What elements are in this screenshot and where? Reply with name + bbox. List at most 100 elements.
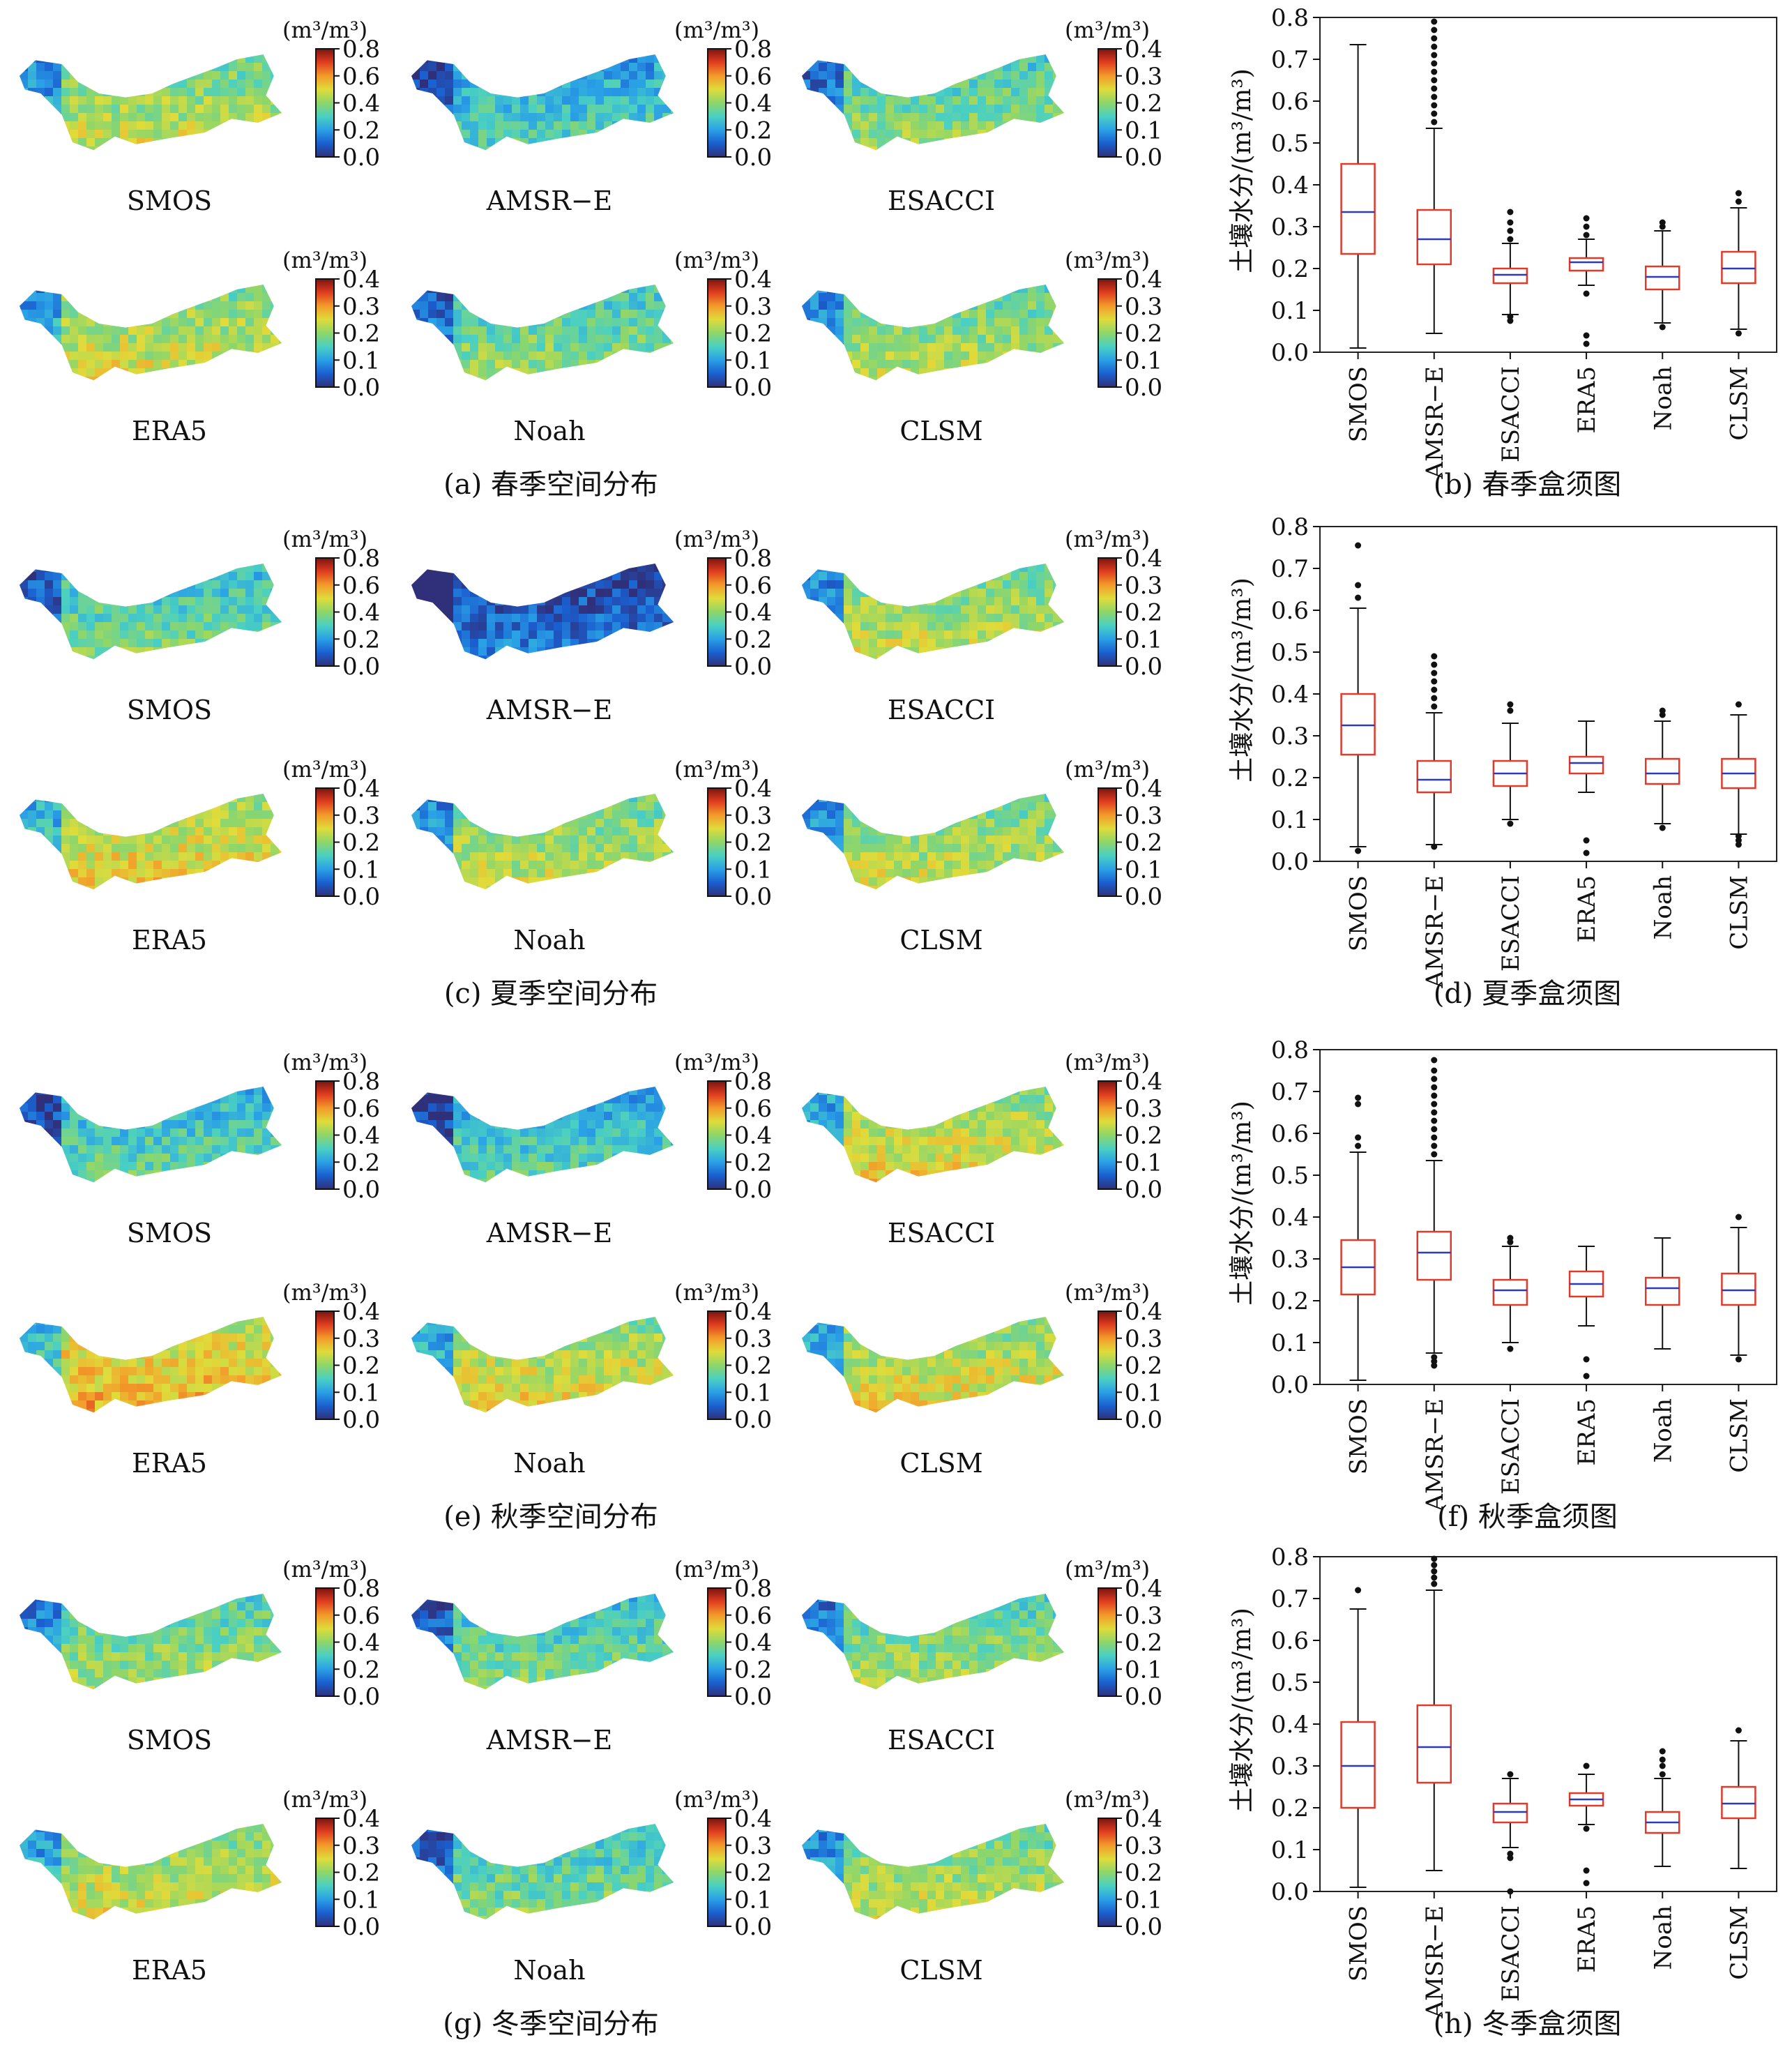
y-tick-label: 0.3 [1271,1246,1309,1274]
flier-point [1507,1771,1514,1778]
colorbar-tick-label: 0.2 [1125,1859,1162,1887]
colorbar-ramp [1098,557,1117,667]
flier-point [1735,1356,1742,1363]
colorbar-tick-label: 0.0 [734,1176,772,1204]
colorbar-tick-label: 0.4 [342,1122,380,1150]
box-ESACCI [1492,267,1528,285]
plot-frame [1319,17,1777,353]
map-0-3 [20,285,282,381]
x-tick-label: Noah [1649,875,1677,939]
colorbar-tick-label: 0.4 [734,775,772,803]
colorbar-tick-label: 0.4 [734,1298,772,1326]
map-2-2 [802,1087,1065,1183]
flier-point [1431,1134,1438,1141]
x-tick-label: ESACCI [1497,875,1525,972]
y-tick-label: 0.0 [1271,1371,1309,1399]
colorbar-unit-label: (m³/m³) [1065,1049,1150,1075]
colorbar-tick-label: 0.0 [1125,1683,1162,1711]
y-tick-label: 0.3 [1271,723,1309,750]
colorbar-tick-label: 0.3 [1125,1832,1162,1860]
flier-point [1431,1151,1438,1158]
colorbar-3-4: 0.00.10.20.30.4(m³/m³) [674,1786,772,1941]
colorbar-tick-label: 0.0 [734,883,772,911]
flier-point [1431,670,1438,677]
y-tick-label: 0.7 [1271,1585,1309,1613]
colorbar-tick-label: 0.2 [734,320,772,348]
colorbar-tick-label: 0.4 [1125,1068,1162,1096]
map-label: CLSM [899,1955,982,1986]
x-tick-label: ERA5 [1573,1398,1601,1466]
map-1-0 [20,564,282,660]
colorbar-tick-label: 0.0 [342,144,380,172]
plot-frame [1319,526,1777,862]
colorbar-tick-label: 0.6 [342,1095,380,1123]
colorbar-tick-label: 0.2 [734,829,772,857]
y-tick-label: 0.0 [1271,339,1309,367]
y-tick-label: 0.7 [1271,46,1309,74]
boxplot-3: 0.0 0.1 0.2 0.3 0.4 0.5 0.6 0.7 0.8 土壤水分/(m³/m³) S… [1228,1543,1777,2040]
boxplot-2: 0.0 0.1 0.2 0.3 0.4 0.5 0.6 0.7 0.8 土壤水分/(m³/m³) S… [1228,1036,1777,1533]
colorbar-tick-label: 0.6 [734,63,772,91]
colorbar-tick-label: 0.2 [734,1352,772,1380]
colorbar-tick-label: 0.0 [1125,653,1162,681]
colorbar-unit-label: (m³/m³) [282,1786,367,1813]
colorbar-1-2: 0.00.10.20.30.4(m³/m³) [1065,526,1162,681]
x-tick-label: CLSM [1725,875,1753,950]
map-label: ERA5 [132,416,207,446]
map-0-4 [411,285,674,381]
flier-point [1583,1762,1590,1769]
colorbar-tick-label: 0.1 [1125,1379,1162,1407]
colorbar-3-2: 0.00.10.20.30.4(m³/m³) [1065,1556,1162,1711]
x-tick-label: ERA5 [1573,1905,1601,1973]
map-3-3 [20,1824,282,1920]
x-tick-label: AMSR−E [1421,1398,1449,1512]
flier-point [1355,594,1362,601]
x-tick-label: ESACCI [1497,1398,1525,1495]
colorbar-tick-label: 0.8 [734,545,772,573]
flier-point [1355,542,1362,549]
colorbar-tick-label: 0.0 [1125,883,1162,911]
flier-point [1507,209,1514,216]
colorbar-ramp [707,787,727,897]
y-tick-label: 0.5 [1271,1669,1309,1697]
flier-point [1431,1117,1438,1124]
y-tick-label: 0.4 [1271,1711,1309,1739]
flier-point [1583,290,1590,297]
colorbar-tick-label: 0.0 [342,1913,380,1941]
colorbar-tick-label: 0.3 [1125,1325,1162,1353]
colorbar-tick-label: 0.3 [1125,1095,1162,1123]
colorbar-tick-label: 0.1 [1125,116,1162,144]
flier-point [1431,85,1438,92]
y-tick-label: 0.2 [1271,1287,1309,1315]
flier-point [1735,1214,1742,1221]
flier-point [1431,60,1438,67]
colorbar-tick-label: 0.0 [1125,1913,1162,1941]
map-label: ESACCI [888,1725,995,1755]
colorbar-tick-label: 0.4 [1125,1575,1162,1603]
box-CLSM [1721,1272,1756,1306]
colorbar-tick-label: 0.2 [342,1352,380,1380]
map-1-5 [802,794,1065,890]
colorbar-0-3: 0.00.10.20.30.4(m³/m³) [282,247,380,402]
boxplot-caption: (f) 秋季盒须图 [1437,1501,1618,1533]
colorbar-unit-label: (m³/m³) [282,1556,367,1583]
colorbar-tick-label: 0.6 [342,63,380,91]
map-label: CLSM [899,416,982,446]
colorbar-unit-label: (m³/m³) [674,1049,759,1075]
y-tick-label: 0.4 [1271,172,1309,199]
colorbar-tick-label: 0.8 [342,545,380,573]
flier-point [1431,678,1438,685]
colorbar-tick-label: 0.4 [734,90,772,118]
flier-point [1659,1762,1666,1769]
colorbar-tick-label: 0.3 [1125,1602,1162,1630]
colorbar-tick-label: 0.4 [1125,545,1162,573]
flier-point [1583,340,1590,347]
map-label: SMOS [127,186,212,216]
colorbar-2-2: 0.00.10.20.30.4(m³/m³) [1065,1049,1162,1204]
flier-point [1507,701,1514,708]
flier-point [1431,1109,1438,1116]
plot-frame [1319,1556,1777,1892]
y-tick-label: 0.2 [1271,255,1309,283]
map-caption: (g) 冬季空间分布 [443,2008,659,2040]
colorbar-1-0: 0.00.20.40.60.8(m³/m³) [282,526,380,681]
